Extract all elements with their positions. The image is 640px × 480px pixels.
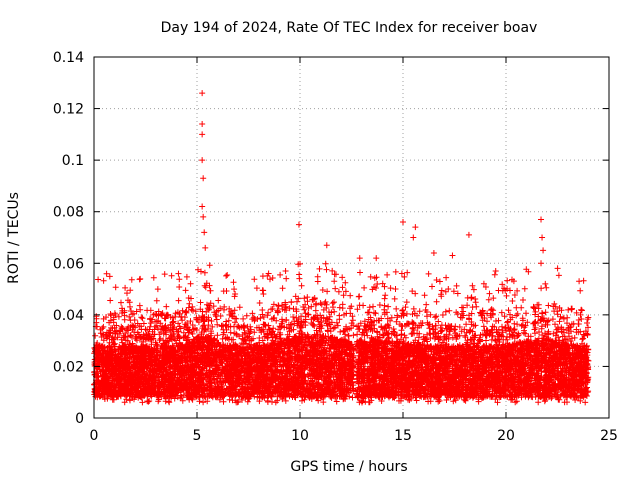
- x-tick-label: 20: [497, 428, 515, 444]
- x-tick-label: 0: [90, 428, 99, 444]
- data-point: [202, 244, 209, 251]
- y-tick-label: 0.14: [53, 50, 84, 66]
- data-point: [201, 229, 208, 236]
- y-tick-labels: 0 0.02 0.04 0.06 0.08 0.1 0.12 0.14: [53, 50, 84, 427]
- axis-ticks: [93, 56, 610, 419]
- data-point: [412, 224, 419, 231]
- data-point: [200, 175, 207, 182]
- data-point: [356, 255, 363, 262]
- data-point: [465, 231, 472, 238]
- data-point: [199, 203, 206, 210]
- data-point: [175, 270, 182, 277]
- data-point: [538, 216, 545, 223]
- data-points: [91, 90, 592, 406]
- data-point: [430, 249, 437, 256]
- data-point: [231, 286, 238, 293]
- plot-frame: [93, 56, 610, 419]
- data-point: [295, 221, 302, 228]
- x-tick-labels: 0 5 10 15 20 25: [90, 428, 618, 444]
- x-axis-label: GPS time / hours: [290, 459, 407, 475]
- data-point: [323, 242, 330, 249]
- data-point: [373, 255, 380, 262]
- y-axis-label: ROTI / TECUs: [6, 192, 22, 284]
- y-tick-label: 0.08: [53, 205, 84, 221]
- scatter-cloud: [91, 260, 592, 406]
- data-point: [199, 131, 206, 138]
- data-point: [154, 286, 161, 293]
- data-point: [449, 252, 456, 259]
- y-tick-label: 0.02: [53, 359, 84, 375]
- data-point: [199, 90, 206, 97]
- y-tick-label: 0.06: [53, 256, 84, 272]
- y-tick-label: 0.12: [53, 102, 84, 118]
- y-tick-label: 0.1: [62, 153, 84, 169]
- data-point: [282, 268, 289, 275]
- x-tick-label: 10: [291, 428, 309, 444]
- data-point: [492, 268, 499, 275]
- y-tick-label: 0: [75, 411, 84, 427]
- x-tick-label: 25: [600, 428, 618, 444]
- y-tick-label: 0.04: [53, 308, 84, 324]
- data-point: [400, 219, 406, 226]
- x-tick-label: 5: [193, 428, 202, 444]
- data-point: [259, 273, 266, 280]
- data-point: [540, 247, 547, 254]
- data-point: [410, 234, 417, 241]
- data-point: [539, 234, 546, 241]
- chart-title: Day 194 of 2024, Rate Of TEC Index for r…: [161, 20, 538, 36]
- x-tick-label: 15: [394, 428, 412, 444]
- data-point: [200, 213, 207, 220]
- data-point: [538, 260, 545, 267]
- data-point: [199, 157, 206, 164]
- data-point: [199, 121, 206, 128]
